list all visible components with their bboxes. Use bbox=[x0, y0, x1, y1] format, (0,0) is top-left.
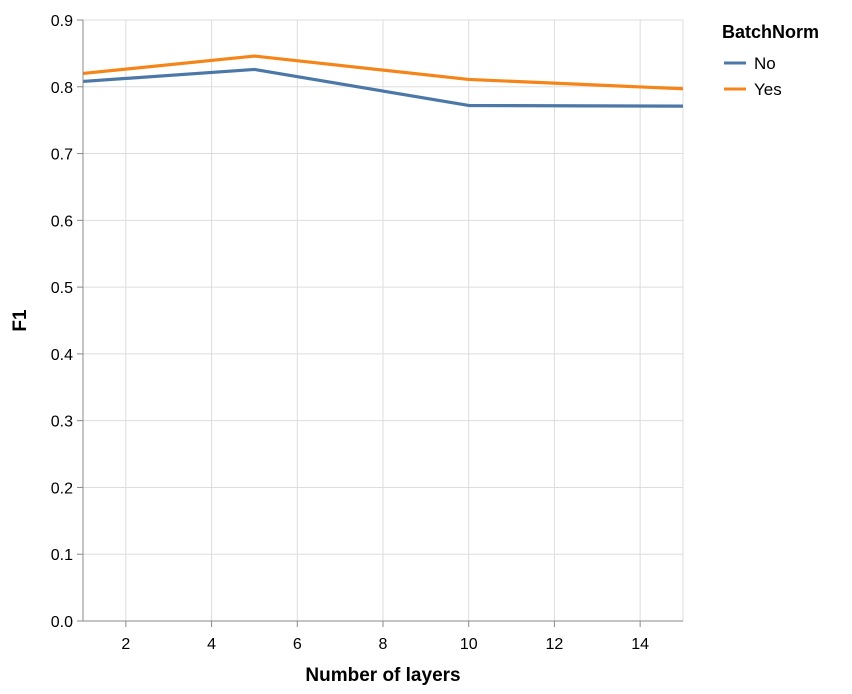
series-lines bbox=[82, 54, 684, 108]
y-tick-label: 0.9 bbox=[51, 13, 73, 30]
x-tick-label: 10 bbox=[460, 636, 478, 653]
legend-label-no: No bbox=[754, 54, 776, 73]
y-tick-label: 0.0 bbox=[51, 614, 73, 631]
legend: BatchNorm No Yes bbox=[722, 22, 819, 99]
grid bbox=[83, 19, 684, 622]
x-tick-label: 12 bbox=[546, 636, 564, 653]
x-axis-ticks: 2 4 6 8 10 12 14 bbox=[121, 621, 649, 653]
x-tick-label: 4 bbox=[207, 636, 216, 653]
y-axis-title: F1 bbox=[10, 309, 31, 332]
legend-label-yes: Yes bbox=[754, 80, 782, 99]
series-line-no bbox=[82, 67, 684, 108]
x-tick-label: 14 bbox=[631, 636, 649, 653]
y-tick-label: 0.7 bbox=[51, 147, 73, 164]
x-axis-title: Number of layers bbox=[305, 665, 460, 686]
x-tick-label: 8 bbox=[379, 636, 388, 653]
y-tick-label: 0.4 bbox=[51, 347, 73, 364]
x-tick-label: 2 bbox=[121, 636, 130, 653]
y-tick-label: 0.3 bbox=[51, 414, 73, 431]
y-tick-label: 0.6 bbox=[51, 213, 73, 230]
series-line-yes bbox=[82, 54, 684, 91]
legend-items: No Yes bbox=[724, 54, 782, 99]
y-tick-label: 0.8 bbox=[51, 80, 73, 97]
legend-title: BatchNorm bbox=[722, 22, 819, 42]
y-tick-label: 0.2 bbox=[51, 480, 73, 497]
y-tick-label: 0.5 bbox=[51, 280, 73, 297]
y-tick-label: 0.1 bbox=[51, 547, 73, 564]
y-axis-ticks: 0.0 0.1 0.2 0.3 0.4 0.5 0.6 0.7 0.8 0.9 bbox=[51, 13, 83, 631]
x-tick-label: 6 bbox=[293, 636, 302, 653]
